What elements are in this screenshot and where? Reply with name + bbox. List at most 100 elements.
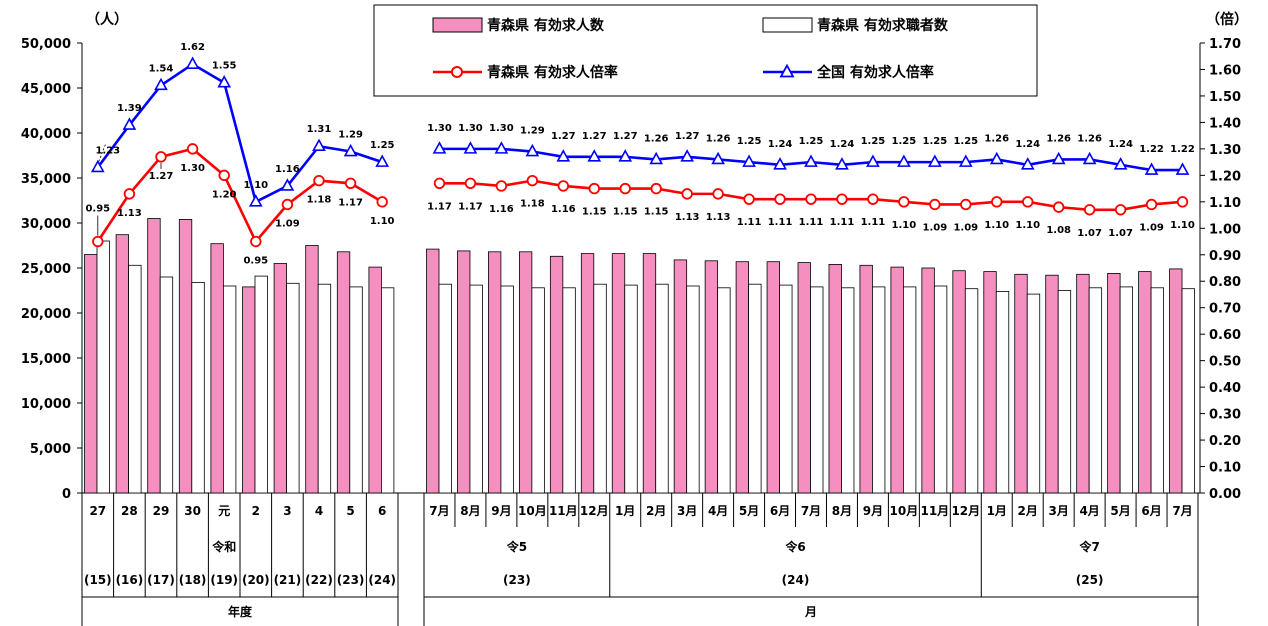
monthly-national-value-label: 1.27 — [551, 131, 576, 142]
annual-national-marker — [280, 178, 295, 191]
annual-aomori-line — [96, 147, 383, 244]
annual-national-marker — [375, 154, 390, 167]
monthly-openings-bar — [1138, 271, 1152, 494]
monthly-national-marker — [866, 154, 880, 167]
left-tick-label: 10,000 — [21, 397, 71, 412]
annual-aomori-value-label: 1.17 — [338, 197, 363, 208]
monthly-national-marker — [1051, 151, 1066, 165]
monthly-seekers-bar — [438, 283, 452, 494]
monthly-seekers-bar — [1057, 290, 1072, 494]
monthly-openings-bar — [549, 255, 564, 494]
annual-national-value-label: 1.39 — [117, 103, 142, 114]
left-tick-label: 45,000 — [21, 82, 71, 97]
annual-openings-bar — [178, 218, 193, 494]
right-tick-label: 1.00 — [1209, 222, 1241, 237]
monthly-seekers-bar — [686, 285, 700, 494]
legend: 青森県 有効求人数 青森県 有効求職者数 青森県 有効求人倍率 全国 有効求人倍… — [373, 4, 1038, 97]
monthly-month-label: 7月 — [801, 504, 821, 518]
annual-national-line — [96, 62, 383, 204]
monthly-aomori-value-label: 1.15 — [644, 207, 669, 218]
annual-era-label: (19) — [210, 573, 238, 587]
monthly-aomori-marker — [867, 193, 879, 205]
annual-aomori-marker — [281, 198, 294, 211]
data-labels: 1.23 1.39 1.54 1.62 1.55 1.10 1.16 1.31 1.29 1.25… — [85, 42, 1194, 266]
monthly-openings-bar — [426, 248, 440, 494]
annual-aomori-value-label: 1.10 — [370, 216, 395, 227]
monthly-seekers-bar — [933, 285, 948, 494]
monthly-national-marker — [773, 157, 787, 170]
monthly-openings-bar — [704, 260, 719, 494]
monthly-national-marker — [432, 141, 447, 154]
annual-national-value-label: 1.23 — [95, 145, 120, 156]
monthly-month-label: 8月 — [460, 504, 480, 518]
monthly-aomori-value-label: 1.16 — [489, 204, 514, 215]
monthly-national-value-label: 1.26 — [1077, 133, 1102, 144]
monthly-national-marker — [587, 149, 602, 162]
monthly-seekers-bar — [717, 287, 731, 494]
annual-national-marker — [90, 159, 105, 173]
left-tick-label: 35,000 — [21, 172, 71, 187]
monthly-aomori-value-label: 1.11 — [737, 217, 762, 228]
monthly-national-marker — [897, 154, 911, 167]
annual-aomori-marker — [155, 151, 167, 163]
annual-aomori-value-label: 1.20 — [212, 189, 237, 200]
monthly-aomori-value-label: 1.15 — [582, 207, 607, 218]
monthly-national-value-label: 1.26 — [1046, 133, 1071, 144]
monthly-year-sub-label: (24) — [782, 573, 810, 587]
annual-aomori-value-label: 1.18 — [307, 195, 332, 206]
annual-national-value-label: 1.55 — [212, 61, 237, 72]
monthly-aomori-marker — [1114, 204, 1127, 216]
monthly-seekers-bar — [903, 286, 917, 494]
annual-national-value-label: 1.16 — [275, 164, 300, 175]
monthly-seekers-bar — [1088, 287, 1103, 494]
annual-era-label: (16) — [116, 573, 144, 587]
annual-era-label: (23) — [337, 573, 365, 587]
annual-national-value-label: 1.25 — [370, 140, 395, 151]
category-axis: 27 (15) 28 (16) 29 (17) 30 (18) 元 (19) 2 (20) 3 (21) 4… — [81, 493, 1199, 626]
annual-seekers-bar — [222, 285, 237, 494]
right-tick-label: 1.20 — [1209, 169, 1241, 184]
right-tick-label: 0.20 — [1209, 434, 1241, 449]
annual-seekers-bar — [254, 275, 268, 494]
annual-year-label: 6 — [378, 504, 386, 518]
left-tick-label: 30,000 — [21, 217, 71, 232]
annual-aomori-value-label: 0.95 — [85, 204, 110, 215]
monthly-month-label: 1月 — [987, 504, 1007, 518]
annual-national-marker — [312, 138, 326, 152]
monthly-aomori-marker — [712, 188, 724, 200]
monthly-seekers-bar — [655, 283, 669, 494]
monthly-openings-bar — [518, 251, 533, 494]
monthly-month-label: 1月 — [615, 504, 635, 518]
monthly-national-value-label: 1.25 — [892, 136, 917, 147]
right-tick-label: 0.90 — [1209, 249, 1241, 264]
monthly-aomori-value-label: 1.09 — [922, 222, 947, 233]
monthly-aomori-marker — [929, 198, 941, 211]
monthly-national-value-label: 1.27 — [675, 131, 700, 142]
right-tick-label: 1.30 — [1209, 143, 1241, 158]
annual-national-value-label: 1.29 — [338, 130, 363, 141]
monthly-aomori-marker — [650, 182, 662, 195]
left-axis-unit: （人） — [86, 11, 128, 28]
annual-openings-bar — [368, 266, 382, 494]
annual-group-label: 年度 — [228, 604, 253, 619]
monthly-national-marker — [556, 149, 571, 162]
monthly-national-value-label: 1.30 — [458, 123, 483, 134]
annual-seekers-bar — [317, 283, 332, 494]
monthly-national-value-label: 1.22 — [1139, 144, 1164, 155]
monthly-aomori-marker — [1022, 196, 1034, 208]
monthly-national-value-label: 1.26 — [644, 133, 669, 144]
monthly-aomori-value-label: 1.13 — [675, 212, 700, 223]
annual-seekers-bar — [191, 281, 205, 494]
annual-year-label: 29 — [153, 504, 170, 518]
monthly-aomori-marker — [836, 193, 848, 205]
monthly-openings-bar — [642, 253, 657, 494]
right-tick-label: 0.80 — [1209, 275, 1241, 290]
monthly-national-value-label: 1.30 — [427, 123, 452, 134]
monthly-national-value-label: 1.24 — [830, 139, 855, 150]
monthly-month-label: 11月 — [920, 504, 949, 518]
monthly-openings-bar — [457, 250, 471, 494]
annual-national-value-label: 1.62 — [180, 42, 205, 53]
monthly-aomori-marker — [588, 182, 600, 195]
monthly-month-label: 4月 — [708, 504, 728, 518]
ratio-lines — [90, 56, 1190, 248]
